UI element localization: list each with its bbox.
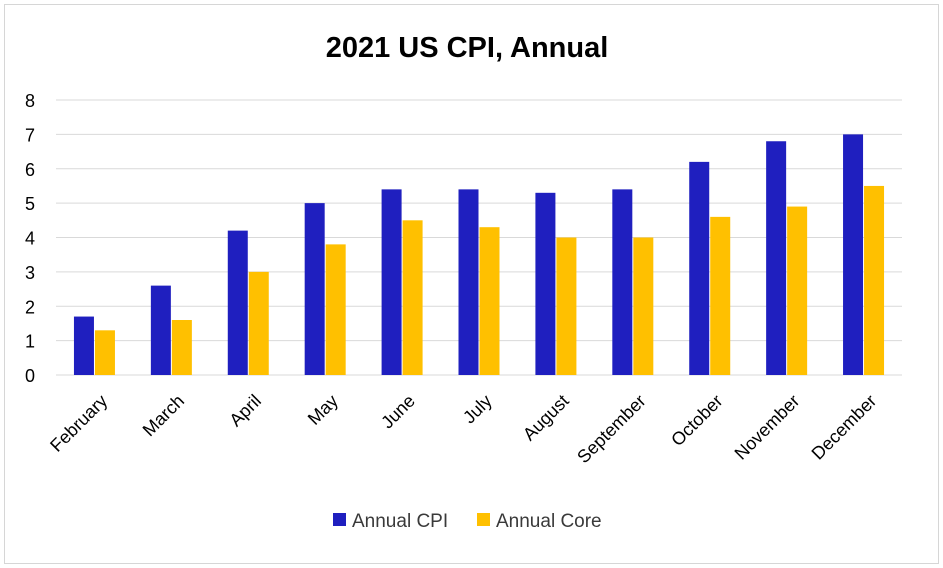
y-tick-label: 2 — [25, 297, 35, 317]
x-axis-ticks: February March April May June July August Septe… — [46, 391, 880, 467]
x-tick-label: October — [667, 391, 726, 450]
bar-annual-cpi — [227, 230, 248, 375]
bar-annual-core — [633, 237, 654, 375]
bar-annual-core — [94, 330, 115, 375]
x-tick-label: December — [808, 391, 881, 464]
y-tick-label: 4 — [25, 229, 35, 249]
bar-annual-core — [325, 244, 346, 375]
bar-annual-core — [171, 320, 192, 375]
bar-annual-cpi — [612, 189, 633, 375]
bar-annual-cpi — [535, 192, 556, 375]
legend-label: Annual CPI — [352, 511, 448, 532]
x-tick-label: April — [225, 391, 265, 431]
y-tick-label: 0 — [25, 366, 35, 386]
bars — [73, 134, 885, 375]
legend-swatch — [477, 513, 490, 526]
y-tick-label: 5 — [25, 194, 35, 214]
bar-annual-core — [402, 220, 423, 375]
bar-annual-cpi — [304, 203, 325, 375]
bar-annual-core — [556, 237, 577, 375]
x-tick-label: June — [377, 391, 419, 433]
bar-annual-core — [710, 216, 731, 375]
legend: Annual CPI Annual Core — [333, 511, 602, 532]
x-tick-label: August — [519, 391, 573, 445]
y-axis-ticks: 0 1 2 3 4 5 6 7 8 — [25, 91, 35, 386]
y-tick-label: 1 — [25, 332, 35, 352]
x-tick-label: September — [573, 391, 649, 467]
x-tick-label: March — [139, 391, 189, 441]
bar-annual-core — [864, 185, 885, 375]
x-tick-label: February — [46, 391, 111, 456]
bar-annual-cpi — [150, 285, 171, 375]
y-tick-label: 7 — [25, 125, 35, 145]
chart-title: 2021 US CPI, Annual — [326, 32, 609, 64]
gridlines — [56, 99, 902, 376]
legend-label: Annual Core — [496, 511, 602, 532]
y-tick-label: 6 — [25, 160, 35, 180]
y-tick-label: 3 — [25, 263, 35, 283]
bar-annual-core — [248, 271, 269, 375]
y-tick-label: 8 — [25, 91, 35, 111]
legend-swatch — [333, 513, 346, 526]
bar-annual-cpi — [689, 161, 710, 375]
bar-annual-core — [787, 206, 808, 375]
bar-annual-cpi — [843, 134, 864, 375]
x-tick-label: May — [304, 391, 342, 429]
x-tick-label: November — [731, 391, 804, 464]
bar-annual-cpi — [766, 141, 787, 375]
bar-annual-cpi — [381, 189, 402, 375]
bar-annual-cpi — [458, 189, 479, 375]
x-tick-label: July — [459, 391, 496, 428]
bar-annual-cpi — [73, 316, 94, 375]
bar-annual-core — [479, 227, 500, 375]
